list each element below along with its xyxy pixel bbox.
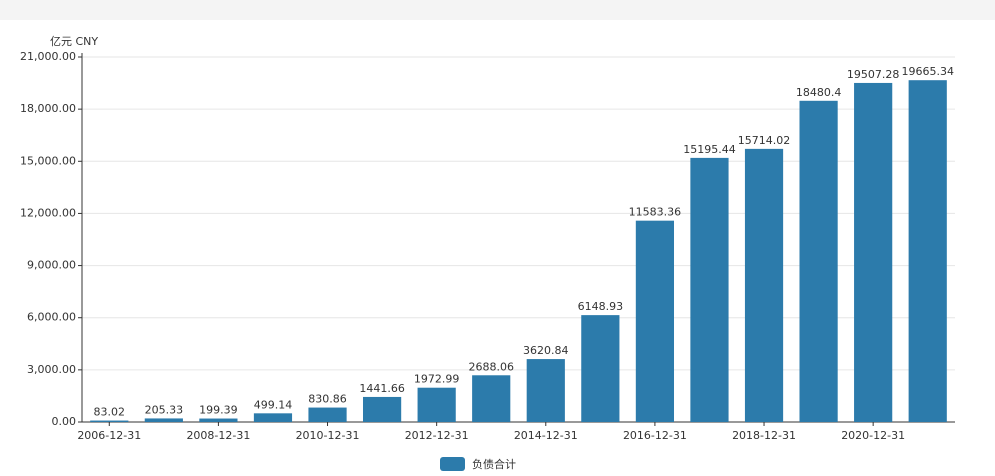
x-tick-label: 2014-12-31: [514, 429, 578, 442]
bar: [362, 396, 402, 422]
value-label: 205.33: [145, 403, 184, 416]
y-tick-label: 0.00: [52, 415, 77, 428]
bar: [308, 407, 347, 422]
y-tick-label: 3,000.00: [27, 363, 76, 376]
x-tick-label: 2006-12-31: [77, 429, 141, 442]
x-tick-label: 2010-12-31: [296, 429, 360, 442]
bar: [908, 80, 947, 422]
value-label: 830.86: [308, 393, 347, 406]
x-tick-label: 2020-12-31: [841, 429, 905, 442]
value-label: 1972.99: [414, 373, 460, 386]
bar: [144, 418, 183, 422]
value-label: 2688.06: [468, 360, 514, 373]
value-label: 18480.4: [796, 86, 842, 99]
bar: [472, 375, 511, 422]
value-label: 83.02: [94, 406, 126, 419]
value-label: 15195.44: [683, 143, 736, 156]
bar: [690, 157, 729, 422]
bar: [854, 82, 893, 423]
value-label: 3620.84: [523, 344, 569, 357]
value-label: 199.39: [199, 404, 238, 417]
bar: [799, 100, 838, 423]
bar: [417, 387, 456, 422]
top-bar: [0, 0, 995, 20]
y-tick-label: 6,000.00: [27, 311, 76, 324]
bar: [526, 359, 565, 422]
bar: [635, 220, 675, 422]
value-label: 15714.02: [738, 134, 791, 147]
bar: [744, 148, 784, 422]
y-tick-label: 21,000.00: [20, 50, 76, 63]
x-tick-label: 2012-12-31: [405, 429, 469, 442]
value-label: 19665.34: [901, 65, 954, 78]
y-tick-label: 18,000.00: [20, 102, 76, 115]
value-label: 11583.36: [629, 206, 682, 219]
y-tick-label: 15,000.00: [20, 154, 76, 167]
x-tick-label: 2018-12-31: [732, 429, 796, 442]
bar: [253, 413, 293, 422]
value-label: 6148.93: [578, 300, 624, 313]
legend-swatch: [440, 457, 465, 471]
value-label: 499.14: [254, 398, 293, 411]
value-label: 1441.66: [359, 382, 405, 395]
x-tick-label: 2016-12-31: [623, 429, 687, 442]
y-tick-label: 12,000.00: [20, 206, 76, 219]
y-axis-label: 亿元 CNY: [50, 35, 98, 48]
legend-label: 负债合计: [472, 457, 516, 471]
x-tick-label: 2008-12-31: [186, 429, 250, 442]
bar: [90, 420, 129, 422]
y-tick-label: 9,000.00: [27, 259, 76, 272]
value-label: 19507.28: [847, 68, 900, 81]
bar: [581, 315, 620, 422]
bar: [199, 418, 238, 422]
